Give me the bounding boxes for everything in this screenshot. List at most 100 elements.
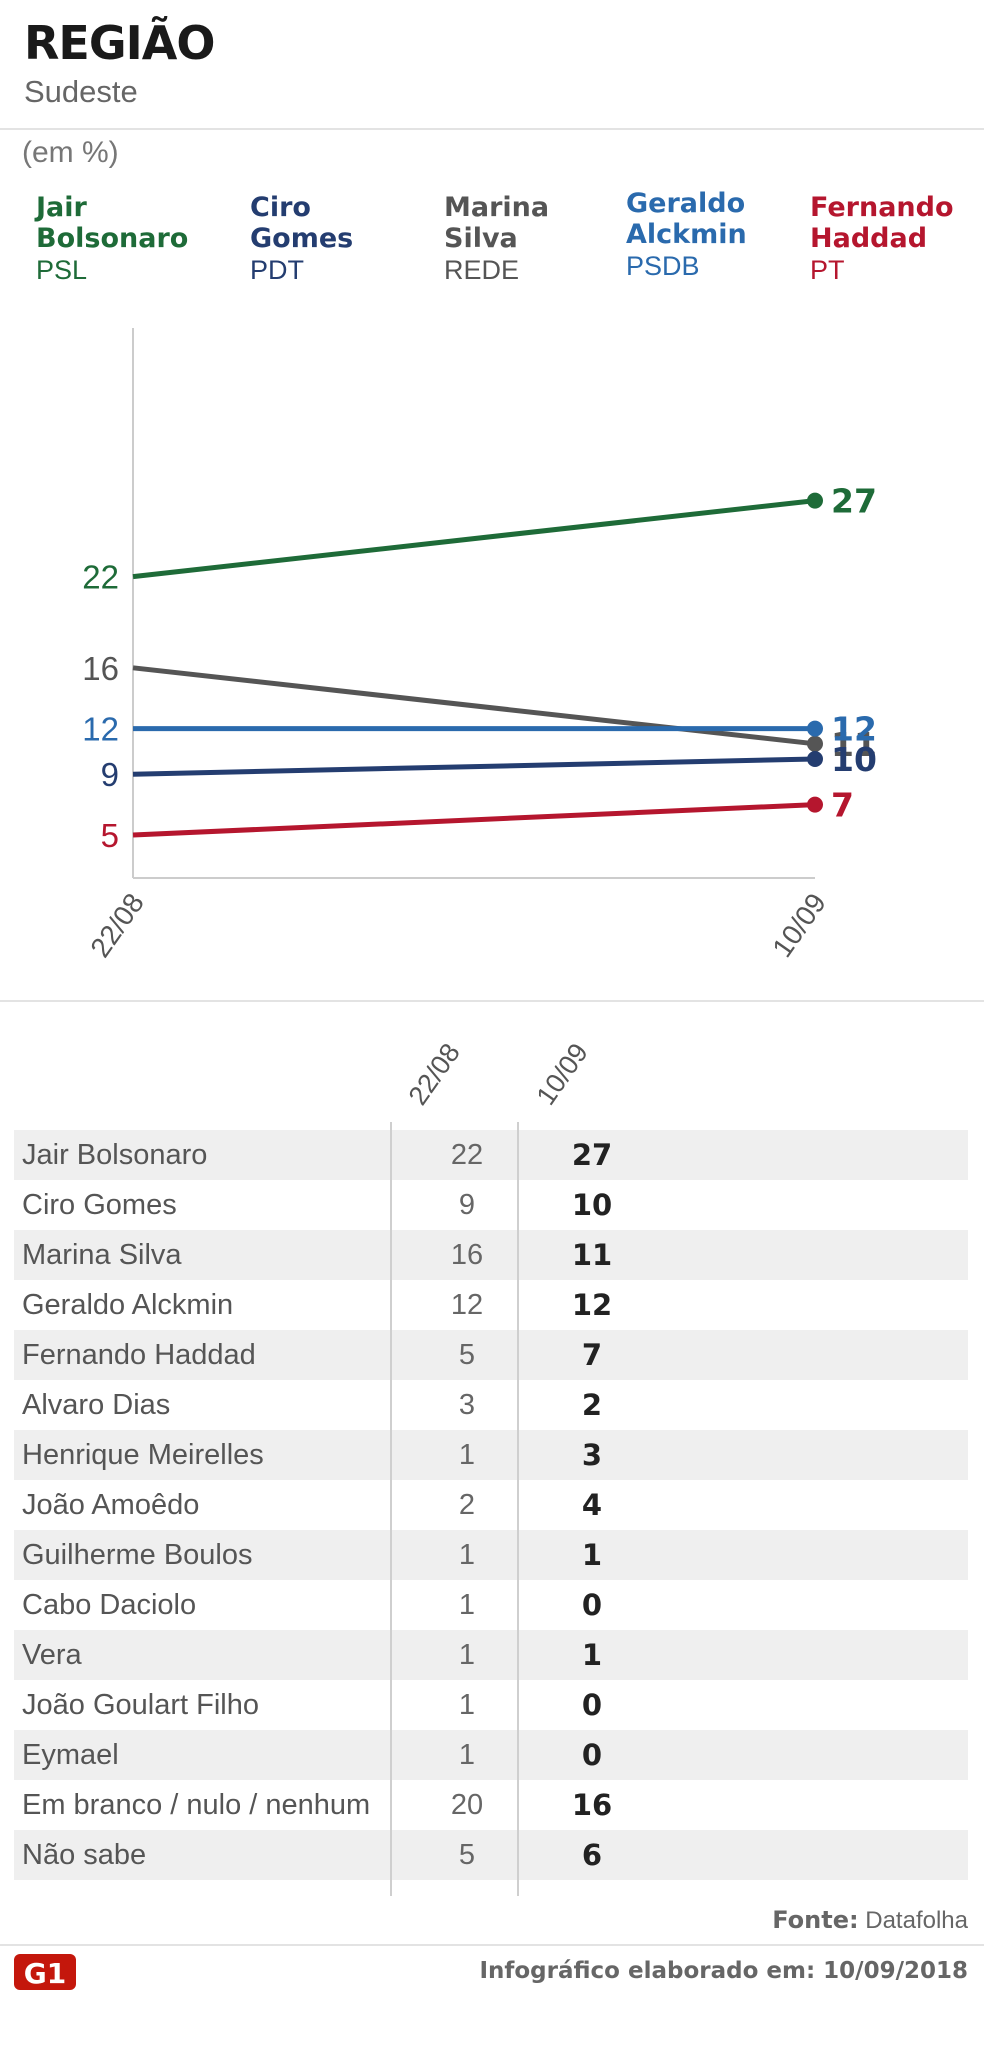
row-value-10-09: 10 xyxy=(571,1188,613,1222)
g1-logo: G1 xyxy=(14,1954,76,1990)
legend-name: Geraldo Alckmin xyxy=(626,188,747,250)
legend-name: Ciro Gomes xyxy=(250,192,354,254)
row-value-10-09: 0 xyxy=(581,1588,603,1622)
series-end-point xyxy=(807,720,823,737)
source-name: Datafolha xyxy=(865,1907,968,1934)
end-value-label: 10 xyxy=(831,740,877,779)
column-divider xyxy=(517,1122,519,1896)
row-value-10-09: 7 xyxy=(581,1338,603,1372)
series-line xyxy=(132,665,816,747)
row-candidate-name: Ciro Gomes xyxy=(22,1189,177,1221)
row-value-22-08: 1 xyxy=(458,1689,476,1721)
row-value-22-08: 5 xyxy=(458,1339,476,1371)
table-body: Jair Bolsonaro 22 27 Ciro Gomes 9 10 Marina Si… xyxy=(14,1130,968,1880)
table-row: Jair Bolsonaro 22 27 xyxy=(14,1130,968,1180)
legend-name: Jair Bolsonaro xyxy=(36,192,189,254)
row-value-22-08: 9 xyxy=(458,1189,476,1221)
x-tick-label: 10/09 xyxy=(766,888,832,963)
end-value-label: 12 xyxy=(831,710,877,749)
source-note: Fonte: Datafolha xyxy=(772,1906,968,1935)
series-end-point xyxy=(807,735,823,752)
table-row: Cabo Daciolo 1 0 xyxy=(14,1580,968,1630)
series-end-point xyxy=(807,796,823,813)
legend-item-marina: Marina Silva REDE xyxy=(444,192,549,286)
row-value-10-09: 0 xyxy=(581,1688,603,1722)
row-candidate-name: Vera xyxy=(22,1639,82,1671)
table-row: Eymael 1 0 xyxy=(14,1730,968,1780)
page-title: REGIÃO xyxy=(24,16,215,70)
row-value-10-09: 0 xyxy=(581,1738,603,1772)
start-value-label: 9 xyxy=(101,756,119,793)
row-candidate-name: Em branco / nulo / nenhum xyxy=(22,1789,371,1821)
column-header-22-08: 22/08 xyxy=(402,1037,466,1111)
end-value-label: 11 xyxy=(831,725,877,764)
legend-name: Marina Silva xyxy=(444,192,550,254)
row-value-10-09: 6 xyxy=(581,1838,603,1872)
legend-item-alckmin: Geraldo Alckmin PSDB xyxy=(626,188,747,282)
x-tick-label: 22/08 xyxy=(84,888,150,963)
row-value-10-09: 4 xyxy=(581,1488,603,1522)
row-candidate-name: Cabo Daciolo xyxy=(22,1589,197,1621)
table-row: Geraldo Alckmin 12 12 xyxy=(14,1280,968,1330)
table-row: Em branco / nulo / nenhum 20 16 xyxy=(14,1780,968,1830)
start-value-label: 5 xyxy=(101,817,119,854)
series-end-point xyxy=(807,492,823,509)
series-end-point xyxy=(807,751,823,767)
start-value-label: 16 xyxy=(82,650,119,687)
row-value-22-08: 1 xyxy=(458,1739,476,1771)
row-candidate-name: Não sabe xyxy=(22,1839,147,1871)
source-label: Fonte: xyxy=(772,1906,859,1934)
table-row: João Goulart Filho 1 0 xyxy=(14,1680,968,1730)
row-value-22-08: 1 xyxy=(458,1539,476,1571)
row-value-22-08: 3 xyxy=(458,1389,476,1421)
row-value-22-08: 20 xyxy=(450,1789,484,1821)
legend-party: PDT xyxy=(250,255,304,285)
row-candidate-name: Guilherme Boulos xyxy=(22,1539,253,1571)
chart-legend: Jair Bolsonaro PSL Ciro Gomes PDT Marina… xyxy=(0,188,984,292)
end-value-label: 7 xyxy=(831,786,854,825)
row-candidate-name: Geraldo Alckmin xyxy=(22,1289,234,1321)
row-value-10-09: 1 xyxy=(581,1638,603,1672)
row-candidate-name: João Amoêdo xyxy=(22,1489,200,1521)
legend-party: PSDB xyxy=(626,251,700,281)
header-divider xyxy=(0,128,984,130)
row-candidate-name: Henrique Meirelles xyxy=(22,1439,264,1471)
legend-item-ciro: Ciro Gomes PDT xyxy=(250,192,353,286)
row-value-22-08: 1 xyxy=(458,1639,476,1671)
table-row: Fernando Haddad 5 7 xyxy=(14,1330,968,1380)
legend-name: Fernando Haddad xyxy=(810,192,954,254)
row-value-10-09: 16 xyxy=(571,1788,613,1822)
column-header-10-09: 10/09 xyxy=(530,1037,594,1111)
table-row: Marina Silva 16 11 xyxy=(14,1230,968,1280)
row-value-10-09: 3 xyxy=(581,1438,603,1472)
footer-divider xyxy=(0,1944,984,1946)
row-candidate-name: Jair Bolsonaro xyxy=(22,1139,208,1171)
row-value-22-08: 5 xyxy=(458,1839,476,1871)
chart-divider xyxy=(0,1000,984,1002)
svg-text:G1: G1 xyxy=(24,1957,66,1990)
series-line xyxy=(132,498,816,580)
table-row: Alvaro Dias 3 2 xyxy=(14,1380,968,1430)
row-value-22-08: 22 xyxy=(450,1139,484,1171)
legend-party: PSL xyxy=(36,255,88,285)
legend-party: PT xyxy=(810,255,845,285)
row-value-10-09: 11 xyxy=(571,1238,613,1272)
column-divider xyxy=(390,1122,392,1896)
row-candidate-name: Alvaro Dias xyxy=(22,1389,171,1421)
row-candidate-name: Fernando Haddad xyxy=(22,1339,256,1371)
row-candidate-name: João Goulart Filho xyxy=(22,1689,259,1721)
start-value-label: 12 xyxy=(82,711,119,748)
table-row: Ciro Gomes 9 10 xyxy=(14,1180,968,1230)
credit-text: Infográfico elaborado em: 10/09/2018 xyxy=(479,1958,968,1984)
row-candidate-name: Eymael xyxy=(22,1739,119,1771)
row-value-10-09: 12 xyxy=(571,1288,613,1322)
row-value-10-09: 1 xyxy=(581,1538,603,1572)
series-line xyxy=(132,756,816,777)
row-candidate-name: Marina Silva xyxy=(22,1239,182,1271)
row-value-22-08: 1 xyxy=(458,1589,476,1621)
table-row: Não sabe 5 6 xyxy=(14,1830,968,1880)
row-value-10-09: 27 xyxy=(571,1138,613,1172)
table-row: Vera 1 1 xyxy=(14,1630,968,1680)
table-row: Guilherme Boulos 1 1 xyxy=(14,1530,968,1580)
unit-label: (em %) xyxy=(22,136,119,169)
